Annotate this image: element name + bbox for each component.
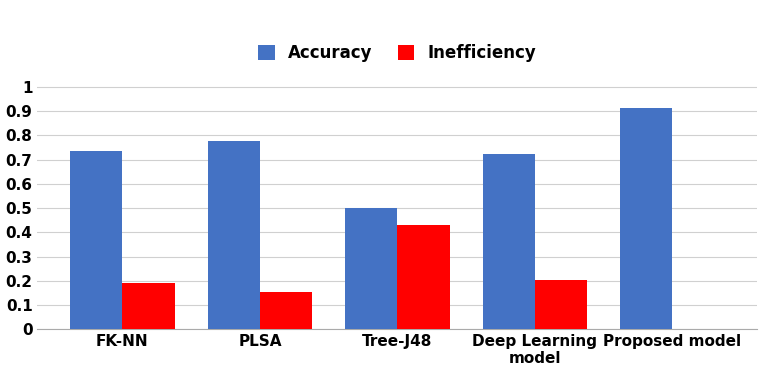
Legend: Accuracy, Inefficiency: Accuracy, Inefficiency (252, 37, 543, 69)
Bar (483, 154, 535, 329)
Bar (398, 225, 449, 329)
Bar (535, 279, 588, 329)
Bar (208, 141, 260, 329)
Bar (122, 283, 175, 329)
Bar (620, 108, 672, 329)
Bar (260, 292, 312, 329)
Bar (70, 151, 122, 329)
Bar (345, 208, 398, 329)
